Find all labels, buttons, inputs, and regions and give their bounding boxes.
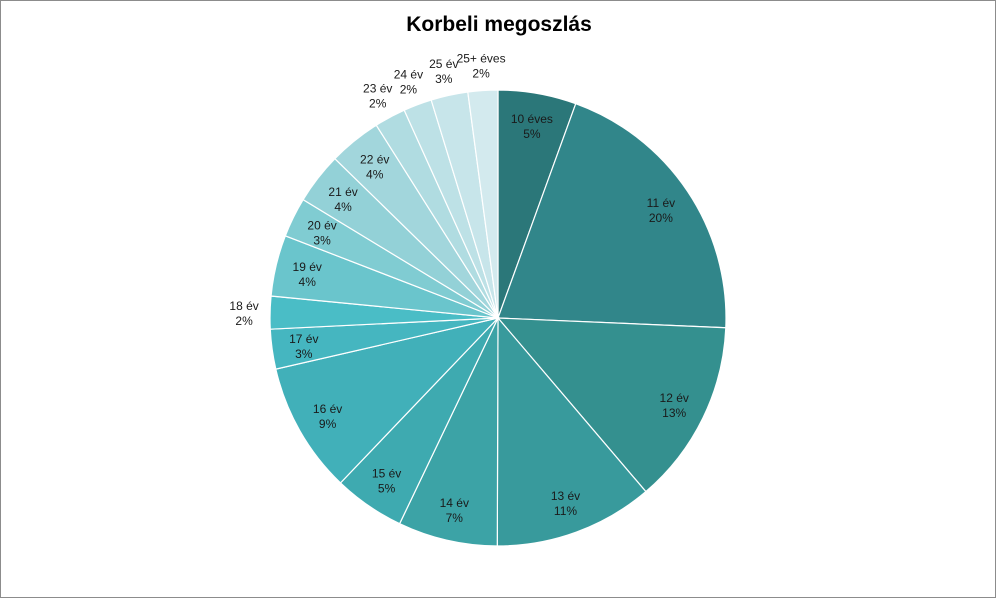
slice-percent-label: 2% — [235, 314, 253, 328]
slice-label: 23 év — [363, 81, 392, 95]
slice-label: 20 év — [307, 218, 336, 232]
slice-percent-label: 3% — [295, 347, 313, 361]
slice-percent-label: 20% — [649, 211, 673, 225]
slice-label: 14 év — [440, 496, 469, 510]
slice-percent-label: 3% — [435, 72, 453, 86]
slice-percent-label: 4% — [366, 168, 384, 182]
slice-label: 12 év — [660, 391, 689, 405]
slice-label: 24 év — [394, 67, 423, 81]
slice-label: 16 év — [313, 402, 342, 416]
slice-percent-label: 7% — [446, 511, 464, 525]
slice-label: 11 év — [647, 196, 675, 210]
slice-label: 22 év — [360, 153, 389, 167]
slice-percent-label: 11% — [554, 504, 577, 518]
slice-label: 21 év — [328, 185, 357, 199]
slice-label: 18 év — [229, 299, 258, 313]
slice-percent-label: 9% — [319, 417, 337, 431]
slice-label: 10 éves — [511, 112, 553, 126]
slice-percent-label: 2% — [400, 82, 418, 96]
slice-label: 25 év — [429, 57, 458, 71]
slice-percent-label: 13% — [662, 406, 686, 420]
slice-percent-label: 2% — [472, 67, 490, 81]
slice-label: 13 év — [551, 489, 580, 503]
slice-label: 25+ éves — [457, 52, 506, 66]
pie-slice — [398, 317, 499, 547]
slice-percent-label: 4% — [334, 200, 352, 214]
chart-title: Korbeli megoszlás — [406, 13, 592, 36]
slice-percent-label: 4% — [299, 275, 317, 289]
pie-slice — [467, 89, 499, 319]
slice-percent-label: 5% — [523, 127, 541, 141]
slice-label: 17 év — [289, 332, 318, 346]
pie-slice — [275, 316, 500, 484]
slice-label: 19 év — [293, 260, 322, 274]
slice-percent-label: 3% — [313, 233, 331, 247]
pie-slice — [496, 316, 647, 547]
slice-percent-label: 5% — [378, 481, 396, 495]
pie-slice — [496, 317, 727, 493]
pie-slice — [497, 102, 727, 329]
slice-percent-label: 2% — [369, 96, 387, 110]
slice-label: 15 év — [372, 466, 401, 480]
